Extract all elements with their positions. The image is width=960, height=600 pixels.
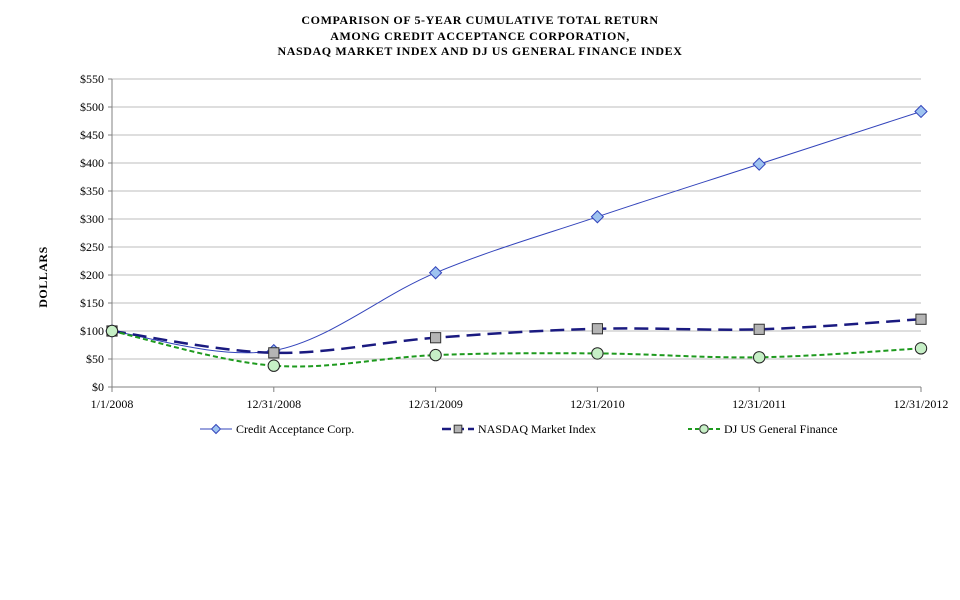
- y-tick-label: $500: [80, 100, 104, 114]
- legend-item: DJ US General Finance: [688, 422, 838, 436]
- y-axis-label: DOLLARS: [36, 246, 50, 308]
- legend: Credit Acceptance Corp. NASDAQ Market Ind…: [200, 422, 838, 436]
- legend-item: Credit Acceptance Corp.: [200, 422, 354, 436]
- legend-label: Credit Acceptance Corp.: [236, 422, 354, 436]
- series-1: [105, 104, 928, 358]
- chart-title-line: AMONG CREDIT ACCEPTANCE CORPORATION,: [330, 28, 630, 43]
- series-line: [111, 111, 922, 354]
- series-line: [111, 317, 922, 355]
- data-point: [268, 347, 280, 359]
- y-tick-label: $100: [80, 324, 104, 338]
- gridlines: [112, 78, 921, 360]
- data-point: [914, 104, 928, 119]
- y-tick-label: $350: [80, 184, 104, 198]
- data-point: [428, 266, 443, 280]
- data-point: [915, 313, 927, 325]
- series-line: [111, 330, 922, 368]
- x-tick-label: 12/31/2008: [246, 397, 301, 411]
- data-point: [429, 348, 442, 362]
- y-tick-label: $550: [80, 72, 104, 86]
- data-point: [752, 157, 766, 171]
- data-point: [210, 423, 222, 435]
- series-group: [105, 104, 928, 372]
- data-point: [699, 424, 709, 434]
- legend-label: NASDAQ Market Index: [478, 422, 596, 436]
- y-tick-label: $450: [80, 128, 104, 142]
- data-point: [591, 323, 603, 335]
- data-point: [590, 210, 605, 224]
- data-point: [753, 323, 765, 335]
- y-tick-label: $50: [86, 352, 104, 366]
- chart-title-line: NASDAQ MARKET INDEX AND DJ US GENERAL FI…: [277, 44, 683, 58]
- y-tick-label: $200: [80, 268, 104, 282]
- data-point: [753, 351, 766, 364]
- data-point: [105, 324, 119, 338]
- series-3: [105, 324, 928, 372]
- x-tick-label: 12/31/2009: [408, 397, 463, 411]
- data-point: [453, 424, 463, 434]
- y-tick-label: $150: [80, 296, 104, 310]
- legend-label: DJ US General Finance: [724, 422, 838, 436]
- x-tick-label: 12/31/2012: [894, 397, 949, 411]
- x-tick-labels: 1/1/2008 12/31/2008 12/31/2009 12/31/2010 12…: [91, 397, 949, 411]
- series-2: [106, 313, 927, 359]
- axes: [108, 78, 922, 392]
- legend-item: NASDAQ Market Index: [442, 422, 596, 436]
- x-tick-label: 1/1/2008: [91, 397, 134, 411]
- data-point: [430, 332, 442, 344]
- y-tick-label: $400: [80, 156, 104, 170]
- y-tick-label: $250: [80, 240, 104, 254]
- chart-title-line: COMPARISON OF 5-YEAR CUMULATIVE TOTAL RE…: [301, 13, 659, 27]
- data-point: [591, 347, 604, 360]
- data-point: [914, 342, 928, 355]
- x-tick-label: 12/31/2011: [732, 397, 786, 411]
- y-tick-labels: $0 $50 $100 $150 $200 $250 $300 $350 $400 $450 $50…: [80, 72, 104, 394]
- x-tick-label: 12/31/2010: [570, 397, 625, 411]
- y-tick-label: $300: [80, 212, 104, 226]
- y-tick-label: $0: [92, 380, 104, 394]
- chart-title: COMPARISON OF 5-YEAR CUMULATIVE TOTAL RE…: [230, 13, 730, 60]
- data-point: [267, 359, 280, 372]
